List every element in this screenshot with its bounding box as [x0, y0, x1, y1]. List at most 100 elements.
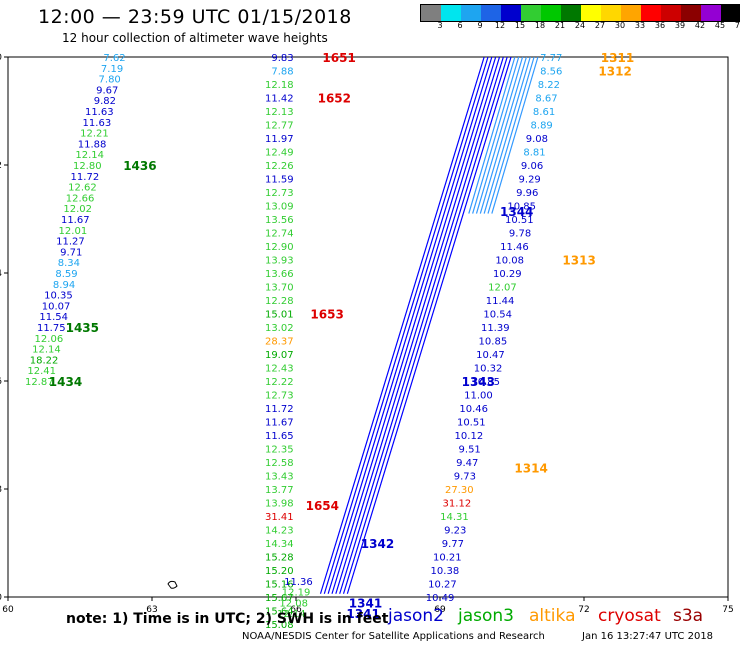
color-scale-label: 15 [514, 21, 526, 30]
wave-height-value: 9.77 [442, 539, 464, 550]
wave-height-value: 12.87 [25, 377, 54, 388]
wave-height-value: 10.85 [471, 377, 500, 388]
wave-height-value: 10.35 [44, 291, 73, 302]
wave-height-value: 10.51 [505, 215, 534, 226]
color-scale-label: 45 [714, 21, 726, 30]
wave-height-value: 10.47 [476, 350, 505, 361]
wave-height-value: 10.51 [457, 418, 486, 429]
wave-height-value: 11.72 [265, 404, 294, 415]
footnote: note: 1) Time is in UTC; 2) SWH is in fe… [66, 611, 389, 627]
color-swatch [701, 5, 721, 21]
wave-height-value: 12.21 [80, 129, 109, 140]
wave-height-value: 9.23 [444, 526, 466, 537]
map-frame [7, 56, 729, 598]
wave-height-value: 14.31 [440, 512, 469, 523]
wave-height-value: 12.01 [59, 226, 88, 237]
wave-height-value: 27.30 [445, 485, 474, 496]
wave-height-value: 8.56 [540, 67, 562, 78]
x-tick-label: 75 [722, 605, 733, 615]
pass-time-label: 1313 [562, 254, 595, 268]
color-scale-label: 70 [734, 21, 740, 30]
wave-height-value: 12.06 [35, 334, 64, 345]
wave-height-value: 15.20 [265, 566, 294, 577]
color-swatch [541, 5, 561, 21]
wave-height-value: 31.41 [265, 512, 294, 523]
color-scale-label: 3 [437, 21, 443, 30]
island-shape [167, 580, 178, 589]
wave-height-value: 12.14 [75, 150, 104, 161]
wave-height-value: 10.38 [431, 566, 460, 577]
wave-height-value: 15.67 [265, 593, 294, 604]
wave-height-value: 12.28 [265, 296, 294, 307]
wave-height-value: 8.61 [533, 107, 555, 118]
wave-height-value: 12.90 [265, 242, 294, 253]
wave-height-value: 11.27 [56, 237, 85, 248]
wave-height-value: 9.67 [96, 85, 118, 96]
wave-height-value: 13.43 [265, 472, 294, 483]
wave-height-value: 10.27 [428, 580, 457, 591]
wave-height-value: 12.18 [265, 80, 294, 91]
satellite-track [331, 56, 497, 594]
wave-height-value: 9.73 [454, 472, 476, 483]
pass-time-label: 1436 [123, 159, 156, 173]
wave-height-value: 11.46 [500, 242, 529, 253]
wave-height-value: 10.85 [479, 337, 508, 348]
legend-jason2: jason2 [388, 606, 444, 626]
page-title: 12:00 — 23:59 UTC 01/15/2018 [38, 6, 352, 28]
legend-cryosat: cryosat [598, 606, 661, 626]
wave-height-value: 11.63 [83, 118, 112, 129]
wave-height-value: 9.83 [271, 53, 293, 64]
pass-time-label: 1434 [49, 375, 82, 389]
pass-time-label: 1341 [346, 607, 379, 621]
wave-height-value: 12.14 [277, 609, 306, 620]
wave-height-value: 11.59 [265, 175, 294, 186]
wave-height-value: 15.64 [265, 607, 294, 618]
wave-height-value: 9.96 [516, 188, 538, 199]
wave-height-value: 12.43 [265, 364, 294, 375]
pass-time-label: 1344 [500, 205, 533, 219]
wave-height-value: 12.26 [265, 161, 294, 172]
wave-height-value: 8.81 [523, 148, 545, 159]
wave-height-value: 10.08 [495, 256, 524, 267]
color-swatch [481, 5, 501, 21]
wave-height-value: 12.14 [32, 345, 61, 356]
wave-height-value: 11.67 [265, 418, 294, 429]
wave-height-value: 12.73 [265, 391, 294, 402]
wave-height-value: 11.39 [481, 323, 510, 334]
wave-height-value: 9.47 [456, 458, 478, 469]
wave-height-value: 10.07 [42, 301, 71, 312]
color-swatch [661, 5, 681, 21]
color-scale-label: 18 [534, 21, 546, 30]
wave-height-value: 12.02 [63, 204, 92, 215]
wave-height-value: 12.13 [265, 107, 294, 118]
color-scale-label: 39 [674, 21, 686, 30]
wave-height-value: 7.62 [103, 53, 125, 64]
color-swatch [461, 5, 481, 21]
wave-height-value: 13.56 [265, 215, 294, 226]
wave-height-value: 13.66 [265, 269, 294, 280]
satellite-track [335, 56, 501, 594]
wave-height-value: 15.28 [265, 553, 294, 564]
wave-height-value: 12.62 [68, 183, 97, 194]
pass-time-label: 1342 [361, 537, 394, 551]
color-swatch [441, 5, 461, 21]
wave-height-value: 9.06 [521, 161, 543, 172]
wave-height-value: 8.59 [55, 269, 77, 280]
wave-height-value: 11.88 [78, 139, 107, 150]
wave-height-value: 12.41 [27, 366, 56, 377]
color-scale-label: 6 [457, 21, 463, 30]
pass-time-label: 1311 [601, 51, 634, 65]
color-scale-label: 33 [634, 21, 646, 30]
satellite-track [342, 56, 508, 594]
wave-height-value: 18.22 [30, 355, 59, 366]
wave-height-value: 7.88 [271, 67, 293, 78]
wave-height-value: 11.75 [37, 323, 66, 334]
wave-height-value: 12.08 [279, 598, 308, 609]
color-swatch [601, 5, 621, 21]
pass-time-label: 1341 [349, 596, 382, 610]
wave-height-value: 8.22 [538, 80, 560, 91]
wave-height-value: 13.93 [265, 256, 294, 267]
color-swatch [521, 5, 541, 21]
generated-timestamp: Jan 16 13:27:47 UTC 2018 [582, 631, 714, 642]
